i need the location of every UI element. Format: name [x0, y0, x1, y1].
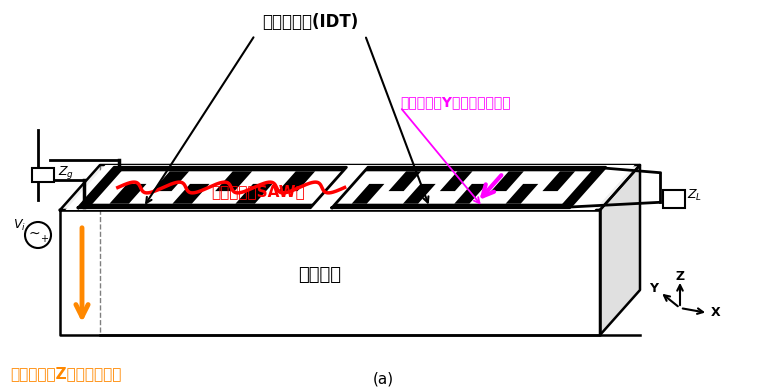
Bar [663, 189, 685, 207]
Polygon shape [110, 184, 146, 204]
Text: 声表面波（SAW）: 声表面波（SAW） [211, 184, 306, 200]
Text: +: + [40, 234, 48, 244]
Polygon shape [403, 184, 436, 204]
Text: 叉指换能器(IDT): 叉指换能器(IDT) [262, 13, 358, 31]
Polygon shape [506, 184, 538, 204]
Text: 压电基底: 压电基底 [299, 266, 342, 284]
Polygon shape [491, 171, 524, 191]
Text: Z$_g$: Z$_g$ [58, 163, 74, 180]
Text: Z: Z [676, 270, 685, 283]
Circle shape [25, 222, 51, 248]
Text: V$_i$: V$_i$ [14, 218, 27, 232]
Text: Z$_L$: Z$_L$ [687, 188, 702, 203]
Polygon shape [352, 184, 385, 204]
Polygon shape [332, 204, 573, 207]
Polygon shape [78, 167, 125, 208]
Polygon shape [110, 168, 346, 171]
Text: 深度方向（Z）：体波杂散: 深度方向（Z）：体波杂散 [10, 367, 121, 381]
Polygon shape [542, 171, 575, 191]
Polygon shape [215, 171, 252, 191]
Polygon shape [65, 165, 634, 210]
Text: 孔径方向（Y）：横向模杂散: 孔径方向（Y）：横向模杂散 [400, 95, 511, 109]
Polygon shape [454, 184, 487, 204]
Bar [32, 168, 54, 182]
Polygon shape [172, 184, 209, 204]
Polygon shape [235, 184, 273, 204]
Polygon shape [60, 165, 640, 210]
Text: ~: ~ [28, 227, 40, 241]
Text: X: X [711, 307, 721, 319]
Polygon shape [600, 165, 640, 335]
Polygon shape [440, 171, 473, 191]
Polygon shape [559, 167, 606, 208]
Polygon shape [152, 171, 189, 191]
Polygon shape [365, 168, 605, 171]
Polygon shape [278, 171, 315, 191]
Polygon shape [388, 171, 421, 191]
Text: Y: Y [650, 281, 659, 294]
Polygon shape [79, 204, 314, 207]
Text: (a): (a) [372, 371, 394, 386]
Polygon shape [60, 210, 600, 335]
